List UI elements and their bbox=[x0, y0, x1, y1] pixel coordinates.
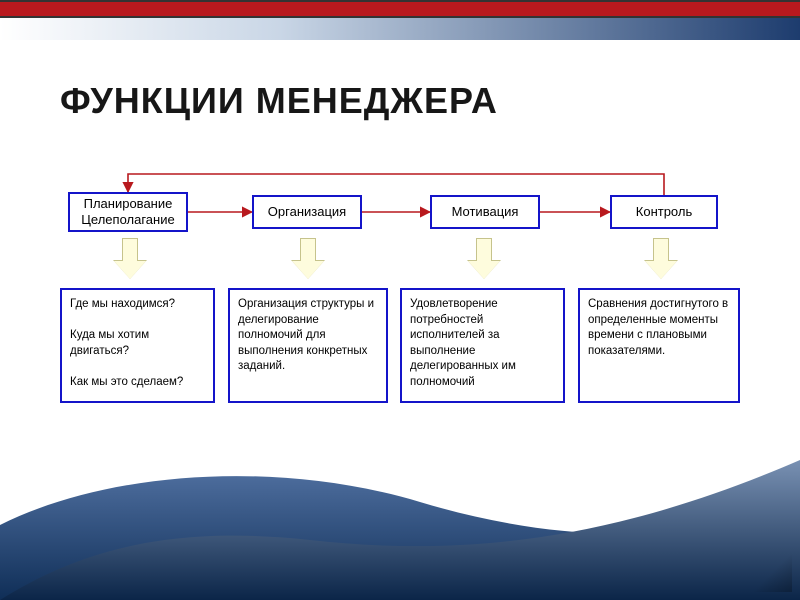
desc-box-d-organizing: Организация структуры и делегирование по… bbox=[228, 288, 388, 403]
feedback-arrow bbox=[128, 174, 664, 195]
top-gradient-bar bbox=[0, 18, 800, 40]
desc-box-d-motivation: Удовлетворение потребностей исполнителей… bbox=[400, 288, 565, 403]
func-box-motivation: Мотивация bbox=[430, 195, 540, 229]
diagram-container: Планирование Целеполагание Организация Мот… bbox=[60, 168, 740, 438]
bottom-wave-svg bbox=[0, 430, 800, 600]
down-arrow-1 bbox=[292, 238, 324, 280]
func-box-organizing: Организация bbox=[252, 195, 362, 229]
page-title: ФУНКЦИИ МЕНЕДЖЕРА bbox=[60, 80, 498, 122]
corner-shadow bbox=[752, 552, 792, 592]
func-box-control: Контроль bbox=[610, 195, 718, 229]
top-red-bar bbox=[0, 0, 800, 18]
down-arrow-3 bbox=[645, 238, 677, 280]
feedback-line-group bbox=[128, 174, 664, 195]
desc-box-d-planning: Где мы находимся? Куда мы хотим двигатьс… bbox=[60, 288, 215, 403]
desc-box-d-control: Сравнения достигнутого в определенные мо… bbox=[578, 288, 740, 403]
func-box-planning: Планирование Целеполагание bbox=[68, 192, 188, 232]
down-arrow-0 bbox=[114, 238, 146, 280]
down-arrow-2 bbox=[468, 238, 500, 280]
